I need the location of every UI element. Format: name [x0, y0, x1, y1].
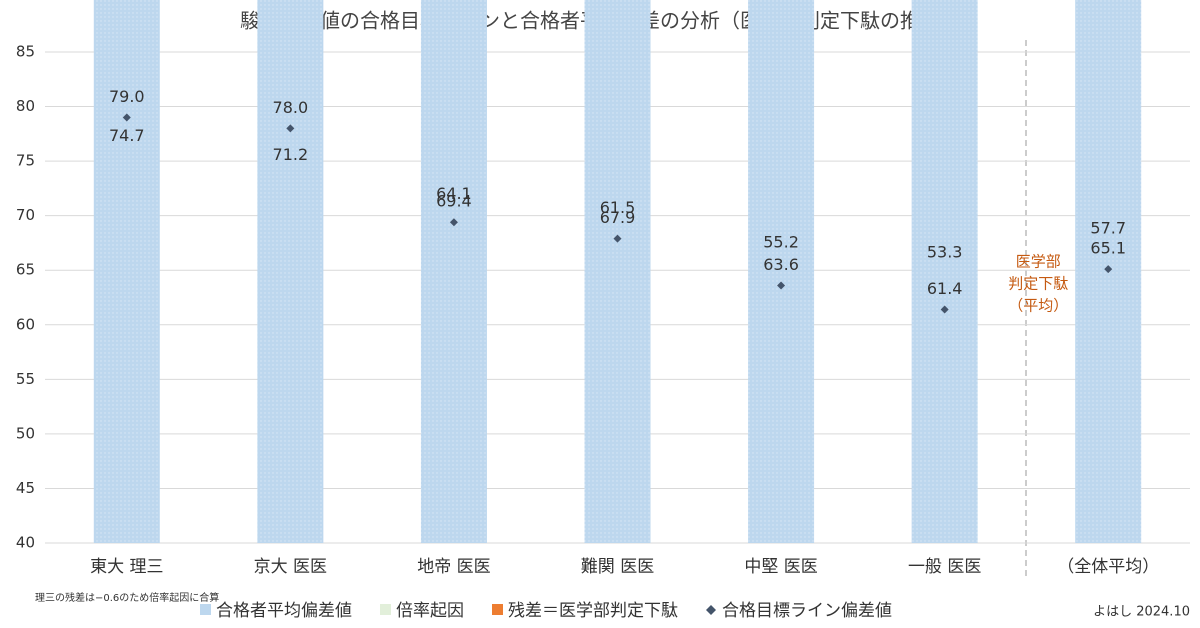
legend-swatch [380, 604, 391, 615]
annotation: （平均） [1008, 297, 1068, 315]
legend-marker [706, 605, 716, 615]
marker [1104, 265, 1113, 274]
annotation: 医学部 [1016, 253, 1061, 271]
bar-segment [584, 0, 651, 543]
legend-swatch [200, 604, 211, 615]
data-label: 61.5 [600, 198, 636, 217]
legend-label: 倍率起因 [396, 601, 464, 621]
annotation: 判定下駄 [1008, 275, 1068, 293]
marker [777, 281, 786, 290]
y-tick-label: 65 [16, 261, 35, 279]
credit: よはし 2024.10 [1093, 605, 1190, 620]
legend-swatch [492, 604, 503, 615]
x-tick-label: 一般 医医 [908, 557, 981, 577]
legend-label: 合格目標ライン偏差値 [722, 601, 892, 621]
x-tick-label: 中堅 医医 [744, 557, 817, 577]
data-label: 55.2 [763, 232, 799, 251]
data-label: 63.6 [763, 255, 799, 274]
data-label: 71.2 [273, 145, 309, 164]
y-tick-label: 45 [16, 479, 35, 497]
footnote: 理三の残差は−0.6のため倍率起因に合算 [35, 591, 219, 604]
y-tick-label: 55 [16, 370, 35, 388]
bar-segment [911, 0, 978, 543]
bar-segment [420, 0, 487, 543]
marker [449, 218, 458, 227]
marker [286, 124, 295, 133]
x-tick-label: 東大 理三 [90, 557, 163, 577]
marker [940, 305, 949, 314]
y-tick-label: 50 [16, 424, 35, 442]
data-label: 53.3 [927, 243, 963, 262]
y-tick-label: 75 [16, 152, 35, 170]
data-label: 61.4 [927, 279, 963, 298]
data-label: 79.0 [109, 87, 145, 106]
x-tick-label: 地帝 医医 [417, 557, 490, 577]
y-tick-label: 60 [16, 315, 35, 333]
data-label: 57.7 [1090, 219, 1126, 238]
data-label: 67.9 [600, 208, 636, 227]
data-label: 65.1 [1090, 239, 1126, 258]
bar-segment [93, 0, 160, 543]
x-tick-label: （全体平均） [1057, 557, 1159, 577]
marker [613, 234, 622, 243]
x-tick-label: 京大 医医 [254, 557, 327, 577]
legend-label: 残差＝医学部判定下駄 [508, 601, 678, 621]
y-tick-label: 40 [16, 534, 35, 552]
data-label: 69.4 [436, 192, 472, 211]
legend-label: 合格者平均偏差値 [216, 601, 352, 621]
x-tick-label: 難関 医医 [581, 557, 654, 577]
data-label: 74.7 [109, 126, 145, 145]
y-tick-label: 80 [16, 97, 35, 115]
y-tick-label: 85 [16, 43, 35, 61]
data-label: 78.0 [273, 98, 309, 117]
bar-segment [748, 0, 815, 543]
y-tick-label: 70 [16, 206, 35, 224]
data-label: 64.1 [436, 184, 472, 203]
bar-segment [257, 0, 324, 543]
marker [122, 113, 131, 122]
